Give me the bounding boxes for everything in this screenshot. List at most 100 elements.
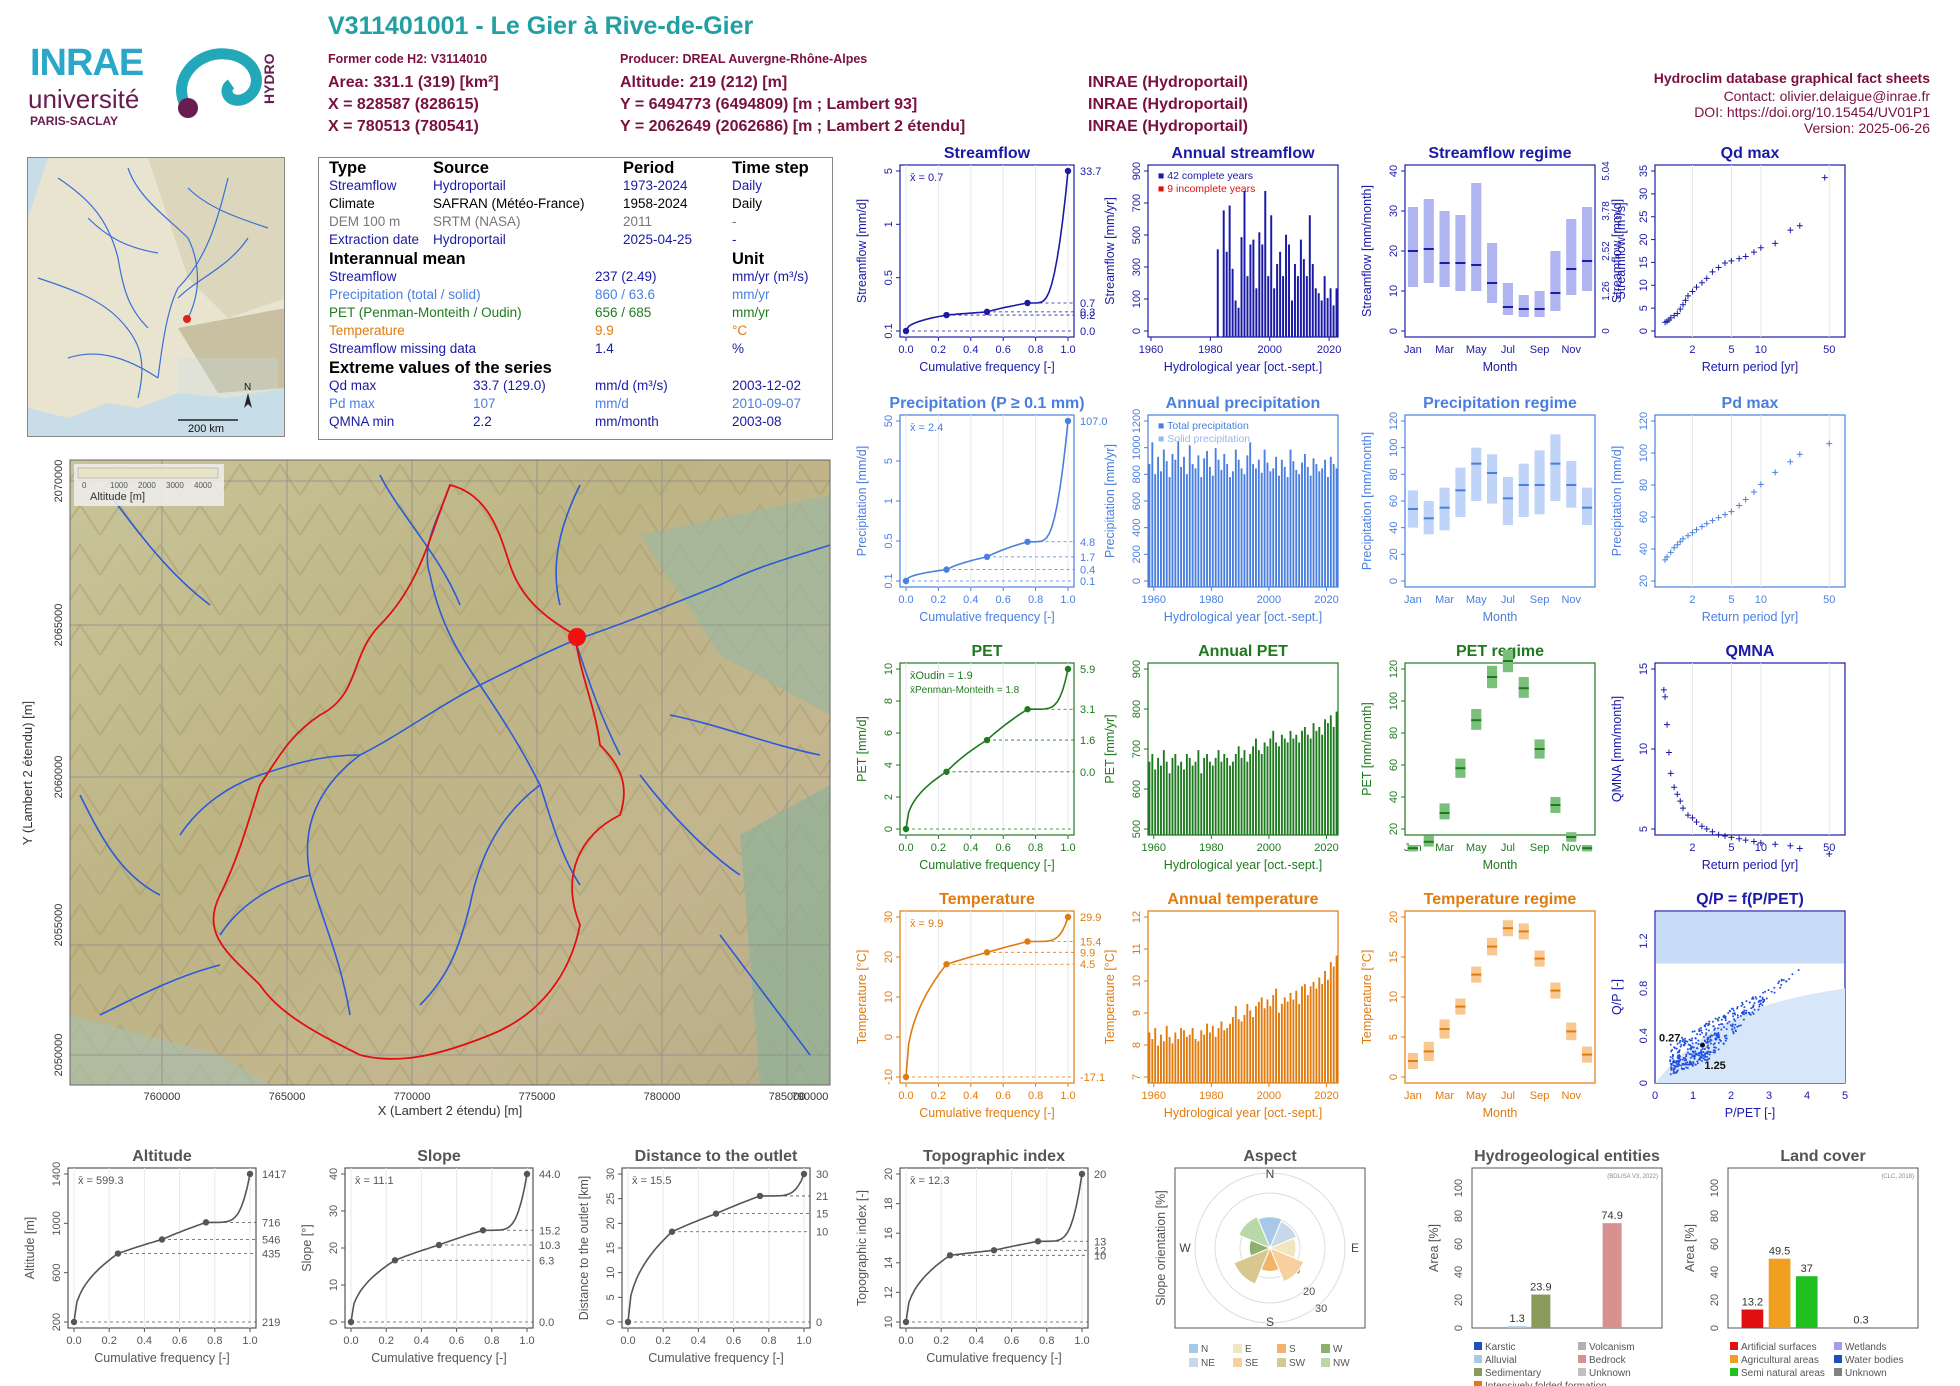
bar: [1237, 746, 1240, 835]
bar: [1318, 977, 1321, 1083]
bar: [1299, 239, 1302, 337]
bar: [1174, 459, 1177, 587]
chart-title: Annual temperature: [1167, 891, 1318, 908]
x-tick-label: 0.0: [898, 594, 913, 606]
bar: [1258, 232, 1261, 337]
data-point: [1671, 784, 1678, 791]
qp-point: [1705, 1032, 1708, 1035]
bar: [1263, 742, 1266, 835]
bar: [1151, 753, 1154, 835]
qp-point: [1745, 1000, 1748, 1003]
qp-point: [1752, 1012, 1755, 1015]
qp-point: [1679, 1045, 1682, 1048]
budyko-zone: [1655, 988, 1845, 1083]
qp-point: [1717, 1034, 1720, 1037]
bar: [1243, 1014, 1246, 1083]
data-point: [1736, 835, 1743, 842]
y-tick-label: 100: [1709, 1179, 1721, 1197]
bar: [1246, 1003, 1249, 1083]
bar: [1249, 442, 1252, 587]
qp-point: [1742, 1018, 1745, 1021]
qp-point: [1734, 1019, 1737, 1022]
map-xtick: 790000: [792, 1091, 829, 1103]
y-tick-label: 1400: [51, 1162, 63, 1186]
x-axis-label: Hydrological year [oct.-sept.]: [1164, 1106, 1322, 1120]
mean-point: [1700, 1042, 1705, 1048]
x-tick-label: 2020: [1317, 344, 1341, 356]
legend-entry: Karstic: [1485, 1342, 1516, 1353]
bar: [1188, 757, 1191, 835]
qp-point: [1717, 1041, 1720, 1044]
qp-point: [1720, 1028, 1723, 1031]
bar: [1324, 719, 1326, 835]
chart-title: Aspect: [1243, 1148, 1297, 1165]
y-lambert93: Y = 6494773 (6494809) [m ; Lambert 93]: [620, 96, 918, 113]
bar: [1285, 234, 1288, 337]
right-tick-label: 9.9: [1080, 947, 1095, 959]
bar: [1234, 449, 1237, 587]
bar: [1191, 765, 1194, 835]
data-point: [1703, 520, 1710, 527]
qp-point: [1720, 1018, 1723, 1021]
y-tick-label: 120: [1638, 412, 1650, 430]
contact: Contact: olivier.delaigue@inrae.fr: [1723, 88, 1930, 104]
bar: [1255, 288, 1258, 337]
legend-swatch: [1578, 1342, 1586, 1350]
box: [1534, 291, 1545, 317]
bar-label: 37: [1801, 1263, 1813, 1275]
altitude-legend-tick: 0: [82, 481, 87, 490]
chart-title: Precipitation regime: [1423, 395, 1577, 412]
y-tick-label: 10: [1638, 743, 1650, 755]
legend-swatch: [1834, 1342, 1842, 1350]
bar: [1305, 276, 1308, 337]
qp-point: [1733, 1012, 1736, 1015]
qp-point: [1736, 1014, 1739, 1017]
bar: [1200, 477, 1203, 587]
y-tick-label: 12: [1131, 911, 1143, 923]
bar: [1234, 1006, 1237, 1083]
legend-entry: ■ 9 incomplete years: [1158, 183, 1255, 195]
y-tick-label: 40: [1453, 1266, 1465, 1278]
data-point: [1715, 514, 1722, 521]
qp-point: [1669, 1060, 1672, 1063]
qp-point: [1676, 1056, 1679, 1059]
y-axis-label: Temperature [°C]: [1360, 950, 1374, 1045]
qp-point: [1692, 1062, 1695, 1065]
qp-point: [1672, 1070, 1675, 1073]
bar: [1309, 986, 1312, 1083]
y-tick-label: 40: [328, 1168, 340, 1180]
qp-point: [1734, 1023, 1737, 1026]
x-tick-label: Sep: [1530, 344, 1550, 356]
x-tick-label: 50: [1823, 344, 1835, 356]
bar: [1303, 453, 1306, 587]
map-ytick: 2050000: [53, 1034, 65, 1077]
mean-label: x̄ = 12.3: [910, 1175, 949, 1187]
y-axis-label: Topographic index [-]: [855, 1190, 869, 1306]
x-tick-label: 1.0: [519, 1335, 534, 1347]
qp-point: [1736, 1025, 1739, 1028]
qp-point: [1678, 1057, 1681, 1060]
y-tick-label: 10: [1131, 975, 1143, 987]
qp-point: [1681, 1067, 1684, 1070]
bar: [1243, 750, 1246, 835]
qp-point: [1684, 1062, 1687, 1065]
qp-point: [1685, 1053, 1688, 1056]
mean-name: Temperature: [329, 323, 405, 338]
x-tick-label: 5: [1728, 842, 1734, 854]
bar: [1292, 738, 1295, 835]
right-tick-label: 0.0: [1080, 326, 1095, 338]
qp-point: [1713, 1028, 1716, 1031]
bar: [1276, 263, 1279, 337]
y-tick-label: 100: [1131, 290, 1143, 308]
y-tick-label: 0: [1709, 1325, 1721, 1331]
qp-point: [1780, 983, 1783, 986]
x-tick-label: 10: [1755, 842, 1767, 854]
box: [1423, 199, 1434, 283]
qp-point: [1678, 1063, 1681, 1066]
data-point: [1662, 693, 1669, 700]
y-tick-label: 15: [1638, 256, 1650, 268]
right-tick-label: 2.52: [1601, 241, 1612, 261]
y-tick-label: 0.5: [883, 270, 895, 285]
bar: [1231, 268, 1234, 337]
data-point: [1728, 508, 1735, 515]
